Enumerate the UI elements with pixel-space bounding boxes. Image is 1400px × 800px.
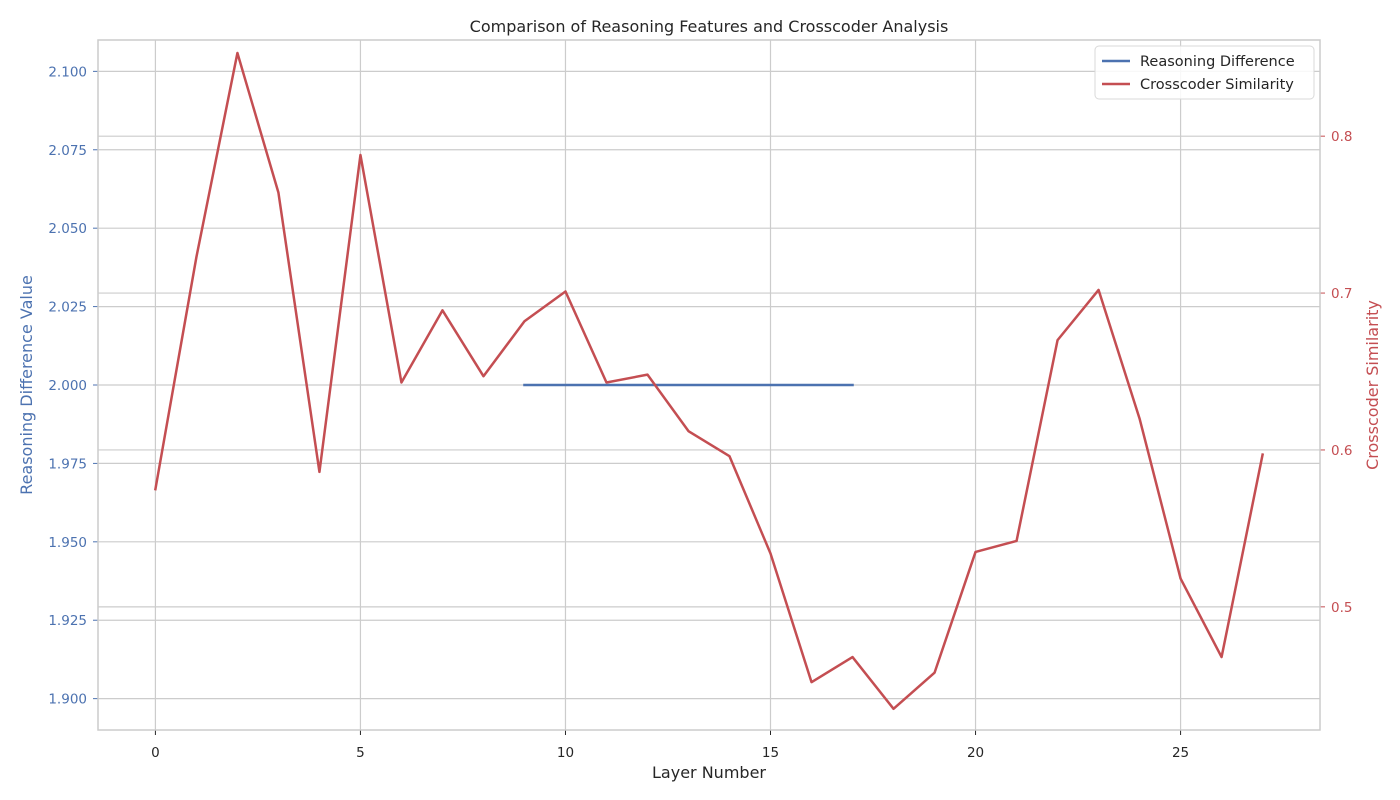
y-axis-right-title: Crosscoder Similarity	[1363, 300, 1382, 470]
legend-box	[1094, 45, 1315, 100]
x-axis-title: Layer Number	[652, 763, 766, 782]
y-axis-left-title: Reasoning Difference Value	[17, 275, 36, 495]
y-left-tick-label: 2.025	[48, 300, 87, 316]
y-right-tick-label: 0.8	[1331, 129, 1352, 145]
axes: 0 5 10 15 20 25 1.900 1.925 1.950 1.975 2.000 2.025…	[48, 39, 1352, 761]
y-left-tick-label: 2.075	[48, 143, 87, 159]
x-tick-label: 10	[557, 745, 574, 761]
legend-label-reasoning-difference: Reasoning Difference	[1140, 54, 1295, 70]
legend: Reasoning Difference Crosscoder Similarit…	[1094, 45, 1315, 100]
legend-label-crosscoder-similarity: Crosscoder Similarity	[1140, 77, 1294, 93]
y-right-tick-label: 0.6	[1331, 443, 1352, 459]
y-right-tick-label: 0.5	[1331, 600, 1352, 616]
chart-title: Comparison of Reasoning Features and Cro…	[470, 17, 949, 36]
series-lines	[153, 51, 1265, 711]
x-tick-label: 25	[1172, 745, 1189, 761]
x-tick-label: 15	[762, 745, 779, 761]
x-tick-label: 20	[967, 745, 984, 761]
y-right-tick-label: 0.7	[1331, 286, 1352, 302]
x-tick-label: 5	[356, 745, 365, 761]
x-tick-label: 0	[151, 745, 160, 761]
plot-frame	[97, 39, 1321, 731]
y-left-tick-label: 2.050	[48, 221, 87, 237]
y-left-tick-label: 1.950	[48, 535, 87, 551]
y-left-tick-label: 1.925	[48, 613, 87, 629]
y-left-tick-label: 2.100	[48, 64, 87, 80]
series-line-crosscoder-similarity	[153, 51, 1265, 711]
y-left-tick-label: 2.000	[48, 378, 87, 394]
grid-lines	[98, 40, 1320, 730]
y-left-tick-label: 1.900	[48, 692, 87, 708]
y-left-tick-label: 1.975	[48, 456, 87, 472]
